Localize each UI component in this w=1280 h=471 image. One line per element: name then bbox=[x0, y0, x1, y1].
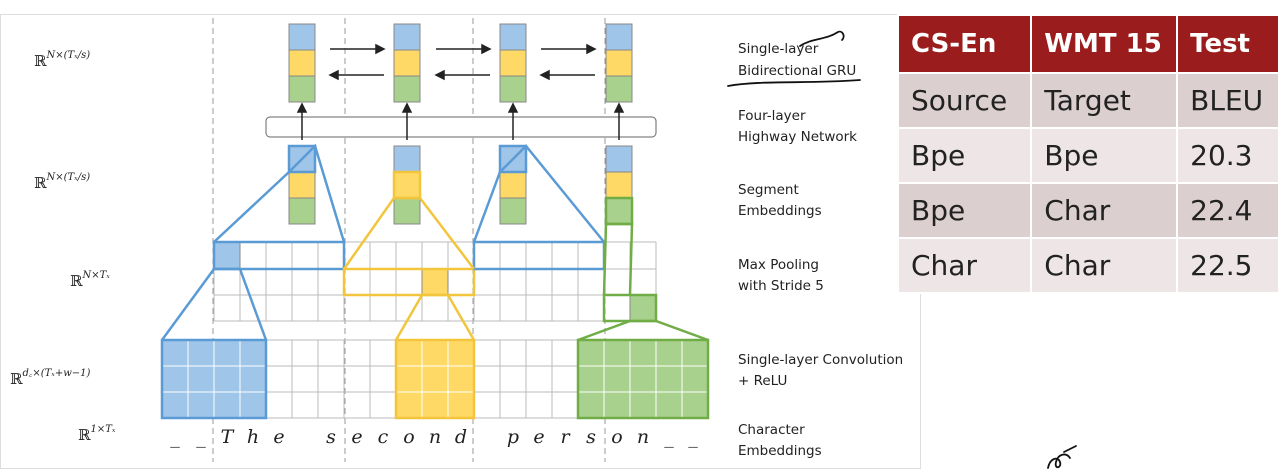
char-3: h bbox=[247, 426, 259, 448]
table-row: Char Char 22.5 bbox=[896, 237, 1280, 294]
table-row: Bpe Bpe 20.3 bbox=[896, 127, 1280, 184]
table-header-cell: Test bbox=[1176, 14, 1280, 74]
segment-embedding-stacks bbox=[288, 145, 633, 225]
table-cell: Target bbox=[1030, 72, 1179, 129]
table-cell: Char bbox=[1030, 182, 1179, 239]
highway-arrows bbox=[296, 102, 625, 140]
label-pooling-line2: with Stride 5 bbox=[738, 278, 824, 294]
char-2: T bbox=[221, 426, 235, 448]
table-cell: Source bbox=[896, 72, 1033, 129]
char-12: e bbox=[533, 426, 544, 448]
label-pooling-line1: Max Pooling bbox=[738, 257, 819, 273]
label-conv-line2: + ReLU bbox=[738, 373, 787, 389]
table-cell: Bpe bbox=[896, 127, 1033, 184]
row-label-conv: ℝd꜀×(Tₓ+w−1) bbox=[10, 368, 91, 388]
label-gru-line1: Single-layer bbox=[738, 41, 819, 57]
layer-labels: Single-layer Bidirectional GRU Four-laye… bbox=[738, 41, 903, 459]
char-10: d bbox=[455, 426, 467, 448]
table-header-cell: CS-En bbox=[896, 14, 1033, 74]
char-18: _ bbox=[688, 426, 698, 448]
table-cell: Bpe bbox=[896, 182, 1033, 239]
char-0: _ bbox=[170, 426, 180, 448]
char-11: p bbox=[507, 426, 519, 448]
char-15: o bbox=[611, 426, 622, 448]
label-segment-line2: Embeddings bbox=[738, 203, 822, 219]
table-cell: BLEU bbox=[1176, 72, 1280, 129]
conv-filter-outlines bbox=[160, 338, 710, 420]
row-label-segment: ℝN×(Tₓ/s) bbox=[34, 172, 90, 192]
char-1: _ bbox=[196, 426, 206, 448]
char-9: n bbox=[429, 426, 441, 448]
table-cell: Char bbox=[896, 237, 1033, 294]
label-segment-line1: Segment bbox=[738, 182, 799, 198]
label-char-line2: Embeddings bbox=[738, 443, 822, 459]
table-header-row: CS-En WMT 15 Test bbox=[896, 14, 1280, 74]
pooling-funnels bbox=[213, 143, 634, 296]
row-label-gru: ℝN×(Tₓ/s) bbox=[34, 50, 90, 70]
table-cell: 20.3 bbox=[1176, 127, 1280, 184]
char-7: c bbox=[378, 426, 389, 448]
gru-arrows bbox=[328, 43, 597, 81]
char-6: e bbox=[351, 426, 362, 448]
char-16: n bbox=[637, 426, 649, 448]
table-cell: 22.4 bbox=[1176, 182, 1280, 239]
table-cell: Char bbox=[1030, 237, 1179, 294]
conv-funnels bbox=[160, 267, 709, 342]
table-cell: Bpe bbox=[1030, 127, 1179, 184]
char-13: r bbox=[560, 426, 571, 448]
label-highway-line1: Four-layer bbox=[738, 108, 806, 124]
char-5: s bbox=[326, 426, 336, 448]
gru-stacks bbox=[288, 23, 633, 103]
char-17: _ bbox=[664, 426, 674, 448]
row-label-pooling: ℝN×Tₓ bbox=[70, 270, 110, 290]
char-8: o bbox=[403, 426, 414, 448]
label-char-line1: Character bbox=[738, 422, 805, 438]
label-conv-line1: Single-layer Convolution bbox=[738, 352, 903, 368]
row-labels: ℝN×(Tₓ/s) ℝN×(Tₓ/s) ℝN×Tₓ ℝd꜀×(Tₓ+w−1) ℝ… bbox=[10, 50, 116, 444]
highway-network-box bbox=[265, 116, 657, 138]
table-row: Source Target BLEU bbox=[896, 72, 1280, 129]
handwritten-marks bbox=[727, 30, 1077, 469]
table-header-cell: WMT 15 bbox=[1030, 14, 1179, 74]
conv-filter-inner-lines bbox=[162, 340, 708, 418]
label-highway-line2: Highway Network bbox=[738, 129, 857, 145]
char-14: s bbox=[586, 426, 596, 448]
conv-filter-fills bbox=[161, 339, 709, 419]
bleu-results-table: CS-En WMT 15 Test Source Target BLEU Bpe… bbox=[896, 14, 1280, 294]
label-gru-line2: Bidirectional GRU bbox=[738, 63, 856, 79]
row-label-char: ℝ1×Tₓ bbox=[78, 424, 116, 444]
table-cell: 22.5 bbox=[1176, 237, 1280, 294]
char-4: e bbox=[273, 426, 284, 448]
table-row: Bpe Char 22.4 bbox=[896, 182, 1280, 239]
character-row: _ _ T h e s e c o n d p e r s o n _ _ bbox=[170, 426, 698, 448]
